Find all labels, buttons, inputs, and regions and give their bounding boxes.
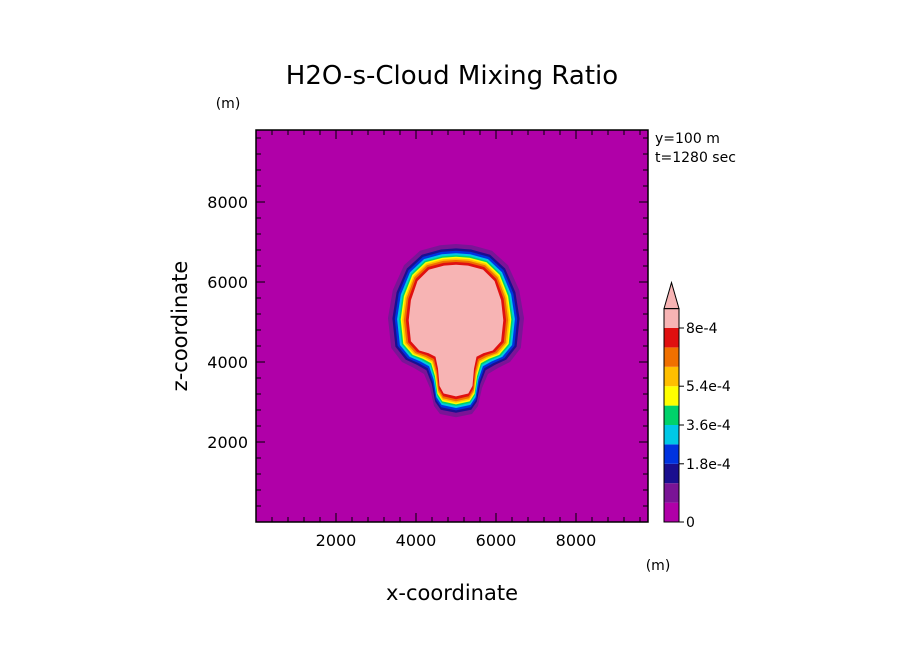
contour-band-9	[408, 264, 504, 397]
colorbar-swatch	[664, 328, 679, 348]
plot-frame	[255, 129, 649, 523]
colorbar-frame	[663, 308, 680, 523]
colorbar-tick-label: 1.8e-4	[686, 457, 731, 473]
colorbar-extend-arrow	[663, 280, 680, 310]
colorbar-swatch	[664, 386, 679, 406]
colorbar-tick-label: 5.4e-4	[686, 379, 731, 395]
x-tick-label: 2000	[316, 531, 357, 550]
colorbar-swatch	[664, 366, 679, 387]
colorbar-swatch	[664, 347, 679, 367]
colorbar-swatch	[664, 444, 679, 464]
x-tick-label: 8000	[556, 531, 597, 550]
colorbar-swatch	[664, 425, 679, 445]
annotation-y-position: y=100 m	[655, 131, 720, 147]
colorbar-tick-label: 0	[686, 515, 695, 531]
colorbar-tick-label: 3.6e-4	[686, 418, 731, 434]
x-axis-label: x-coordinate	[386, 581, 518, 605]
y-tick-label: 2000	[207, 433, 248, 452]
annotation-time: t=1280 sec	[655, 150, 736, 166]
x-axis: 2000 4000 6000 8000	[255, 130, 641, 550]
chart-title: H2O-s-Cloud Mixing Ratio	[286, 61, 618, 91]
colorbar-tick-label: 8e-4	[686, 321, 718, 337]
x-tick-label: 6000	[476, 531, 517, 550]
y-axis: 2000 4000 6000 8000	[207, 137, 648, 523]
colorbar: 0 1.8e-4 3.6e-4 5.4e-4 8e-4	[663, 280, 731, 531]
colorbar-swatch	[664, 405, 679, 425]
plot-area	[255, 129, 649, 523]
x-unit-label: (m)	[646, 558, 671, 574]
colorbar-swatch	[664, 483, 679, 503]
colorbar-swatch	[664, 308, 679, 328]
y-unit-label: (m)	[216, 96, 241, 112]
y-tick-label: 6000	[207, 273, 248, 292]
colorbar-swatch	[664, 502, 679, 522]
y-tick-label: 4000	[207, 353, 248, 372]
y-tick-label: 8000	[207, 193, 248, 212]
colorbar-swatch	[664, 463, 679, 484]
x-tick-label: 4000	[396, 531, 437, 550]
y-axis-label: z-coordinate	[168, 261, 192, 392]
